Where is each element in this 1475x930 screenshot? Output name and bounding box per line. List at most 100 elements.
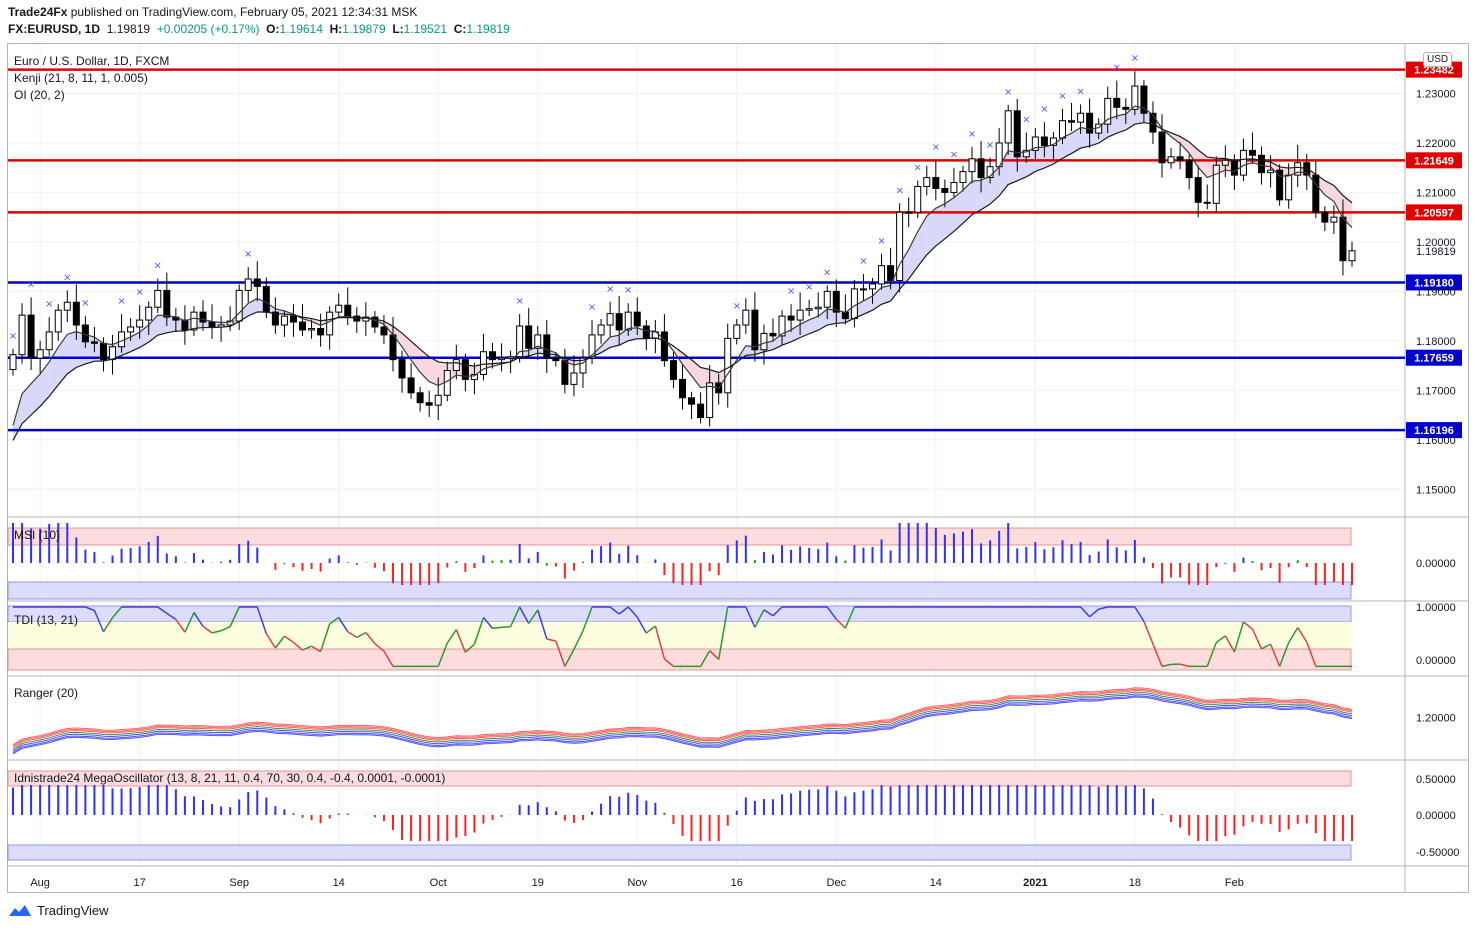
candle-body: [552, 357, 560, 362]
candle-body: [1258, 154, 1266, 174]
tdi-segment: [473, 617, 485, 645]
cloud-segment: [601, 337, 611, 353]
chart-frame[interactable]: [7, 43, 1469, 893]
candle-body: [452, 359, 460, 372]
candle-body: [778, 315, 786, 337]
tdi-segment: [365, 632, 376, 645]
tdi-segment: [446, 629, 457, 644]
publisher-name: Trade24Fx: [8, 5, 68, 19]
time-tick-label: 16: [731, 877, 743, 889]
candle-body: [398, 359, 406, 379]
ranger-legend[interactable]: Ranger (20): [14, 686, 79, 700]
candle-body: [18, 314, 26, 356]
candle-body: [163, 289, 171, 318]
overbought-marker: ×: [805, 282, 813, 293]
cloud-segment: [962, 181, 973, 224]
candle-body: [742, 309, 750, 326]
candle-body: [1104, 97, 1112, 125]
published-text: published on TradingView.com, February 0…: [70, 5, 418, 19]
tdi-segment: [166, 612, 177, 620]
candle-body: [289, 315, 297, 323]
candle-body: [588, 334, 596, 359]
tdi-segment: [256, 606, 268, 634]
msi-lower-band: [7, 581, 1352, 600]
candle-body: [434, 394, 442, 406]
cloud-segment: [40, 361, 50, 407]
currency-badge[interactable]: USD: [1423, 52, 1453, 67]
tdi-segment: [283, 635, 294, 644]
candle-body: [1013, 110, 1021, 158]
candle-body: [136, 319, 144, 328]
tdi-segment: [85, 606, 95, 612]
candle-body: [72, 301, 80, 326]
tdi-segment: [220, 626, 231, 632]
tdi-segment: [826, 606, 837, 620]
candle-body: [660, 331, 668, 362]
candle-body: [751, 309, 759, 351]
overbought-marker: ×: [914, 163, 922, 174]
overbought-marker: ×: [986, 140, 994, 151]
msi-legend[interactable]: MSI (10): [14, 528, 61, 542]
tdi-segment: [609, 606, 620, 615]
candle-body: [1022, 149, 1030, 158]
tdi-segment: [1233, 621, 1245, 653]
overbought-marker: ×: [895, 185, 903, 196]
cloud-segment: [863, 296, 873, 315]
tdi-segment: [763, 609, 774, 617]
tdi-segment: [211, 629, 222, 634]
mega-legend[interactable]: Idnistrade24 MegaOscillator (13, 8, 21, …: [14, 771, 446, 785]
tdi-segment: [319, 623, 331, 652]
cloud-segment: [1198, 150, 1208, 178]
candle-body: [561, 360, 569, 385]
publish-info: Trade24Fx published on TradingView.com, …: [8, 5, 417, 19]
tdi-segment: [844, 606, 856, 629]
chart-title-legend[interactable]: Euro / U.S. Dollar, 1D, FXCM: [14, 54, 170, 68]
tdi-segment: [663, 658, 674, 667]
oi-legend[interactable]: OI (20, 2): [14, 88, 65, 102]
tdi-segment: [1224, 635, 1236, 653]
candle-body: [1086, 112, 1094, 134]
candle-body: [1194, 177, 1202, 203]
kenji-fast-line: [12, 105, 1353, 426]
tdi-legend[interactable]: TDI (13, 21): [14, 613, 79, 627]
price-tick-label: 1.15000: [1416, 484, 1456, 496]
level-price-label: 1.17659: [1414, 353, 1454, 365]
tradingview-footer: TradingView: [8, 902, 109, 918]
candle-body: [669, 360, 677, 380]
last-price-label: 1.19819: [1416, 246, 1456, 258]
level-price-tag: [1406, 274, 1462, 291]
tdi-segment: [157, 606, 168, 614]
cloud-segment: [13, 393, 23, 441]
candle-body: [479, 351, 487, 375]
open-value: 1.19614: [279, 22, 323, 36]
level-price-tag: [1406, 152, 1462, 169]
candle-body: [199, 311, 207, 323]
tdi-segment: [1098, 606, 1108, 610]
candle-body: [1239, 149, 1247, 176]
tdi-segment: [1206, 642, 1217, 667]
candle-body: [986, 166, 994, 179]
candle-body: [90, 341, 98, 344]
cloud-segment: [691, 359, 701, 388]
candle-body: [244, 278, 252, 291]
tdi-segment: [528, 609, 539, 624]
candle-body: [208, 321, 216, 328]
candle-body: [489, 351, 497, 361]
candle-body: [1122, 106, 1130, 110]
cloud-segment: [31, 373, 41, 415]
candle-body: [570, 372, 578, 385]
tdi-segment: [754, 609, 765, 628]
kenji-slow-line: [12, 122, 1353, 441]
candle-body: [470, 373, 478, 380]
candle-body: [461, 359, 469, 380]
tdi-segment: [636, 616, 647, 634]
candle-body: [1077, 112, 1085, 123]
overbought-marker: ×: [154, 261, 162, 272]
cloud-segment: [872, 287, 882, 311]
overbought-marker: ×: [606, 284, 614, 295]
tdi-segment: [699, 650, 711, 667]
kenji-legend[interactable]: Kenji (21, 8, 11, 1, 0.005): [14, 71, 148, 85]
time-tick-label: 18: [1129, 877, 1141, 889]
cloud-segment: [827, 309, 837, 326]
